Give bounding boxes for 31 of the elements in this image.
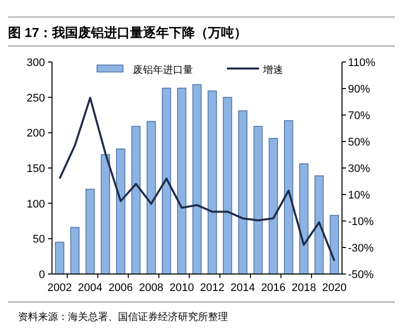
x-tick-label: 2018 (292, 282, 316, 294)
chart-title: 图 17：我国废铝进口量逐年下降（万吨） (8, 25, 248, 40)
x-tick-label: 2006 (108, 282, 133, 294)
x-tick-label: 2010 (169, 282, 194, 294)
text: 资料来源：海关总署、国信证券经济研究所整理 (18, 311, 228, 323)
x-tick-label: 2008 (138, 282, 164, 294)
legend-label: 废铝年进口量 (133, 64, 193, 76)
x-tick-label: 2016 (261, 282, 286, 294)
y-tick-label: 100 (26, 198, 45, 210)
x-tick-label: 2004 (78, 282, 102, 294)
y-tick-label: 150 (26, 163, 45, 175)
y-tick-label: 200 (26, 128, 45, 140)
y-tick-label: 300 (26, 57, 45, 69)
x-tick-label: 2002 (47, 282, 72, 294)
y2-tick-label: 30% (348, 163, 370, 175)
line-series (58, 96, 336, 262)
legend-label: 增速 (262, 64, 283, 76)
y2-tick-label: -10% (348, 216, 374, 228)
x-tick-label: 2012 (200, 282, 225, 294)
y-tick-label: 250 (26, 92, 45, 104)
y2-tick-label: 50% (348, 136, 370, 148)
y2-tick-label: 90% (348, 84, 370, 96)
x-tick-label: 2020 (322, 282, 347, 294)
y-tick-label: 0 (38, 269, 45, 281)
y2-tick-label: 110% (348, 57, 376, 69)
x-tick-label: 2014 (230, 282, 256, 294)
y2-tick-label: -30% (348, 242, 374, 254)
y2-tick-label: 10% (348, 190, 370, 202)
y2-tick-label: -50% (348, 269, 374, 281)
y2-tick-label: 70% (348, 110, 370, 122)
y-tick-label: 50 (32, 234, 45, 246)
